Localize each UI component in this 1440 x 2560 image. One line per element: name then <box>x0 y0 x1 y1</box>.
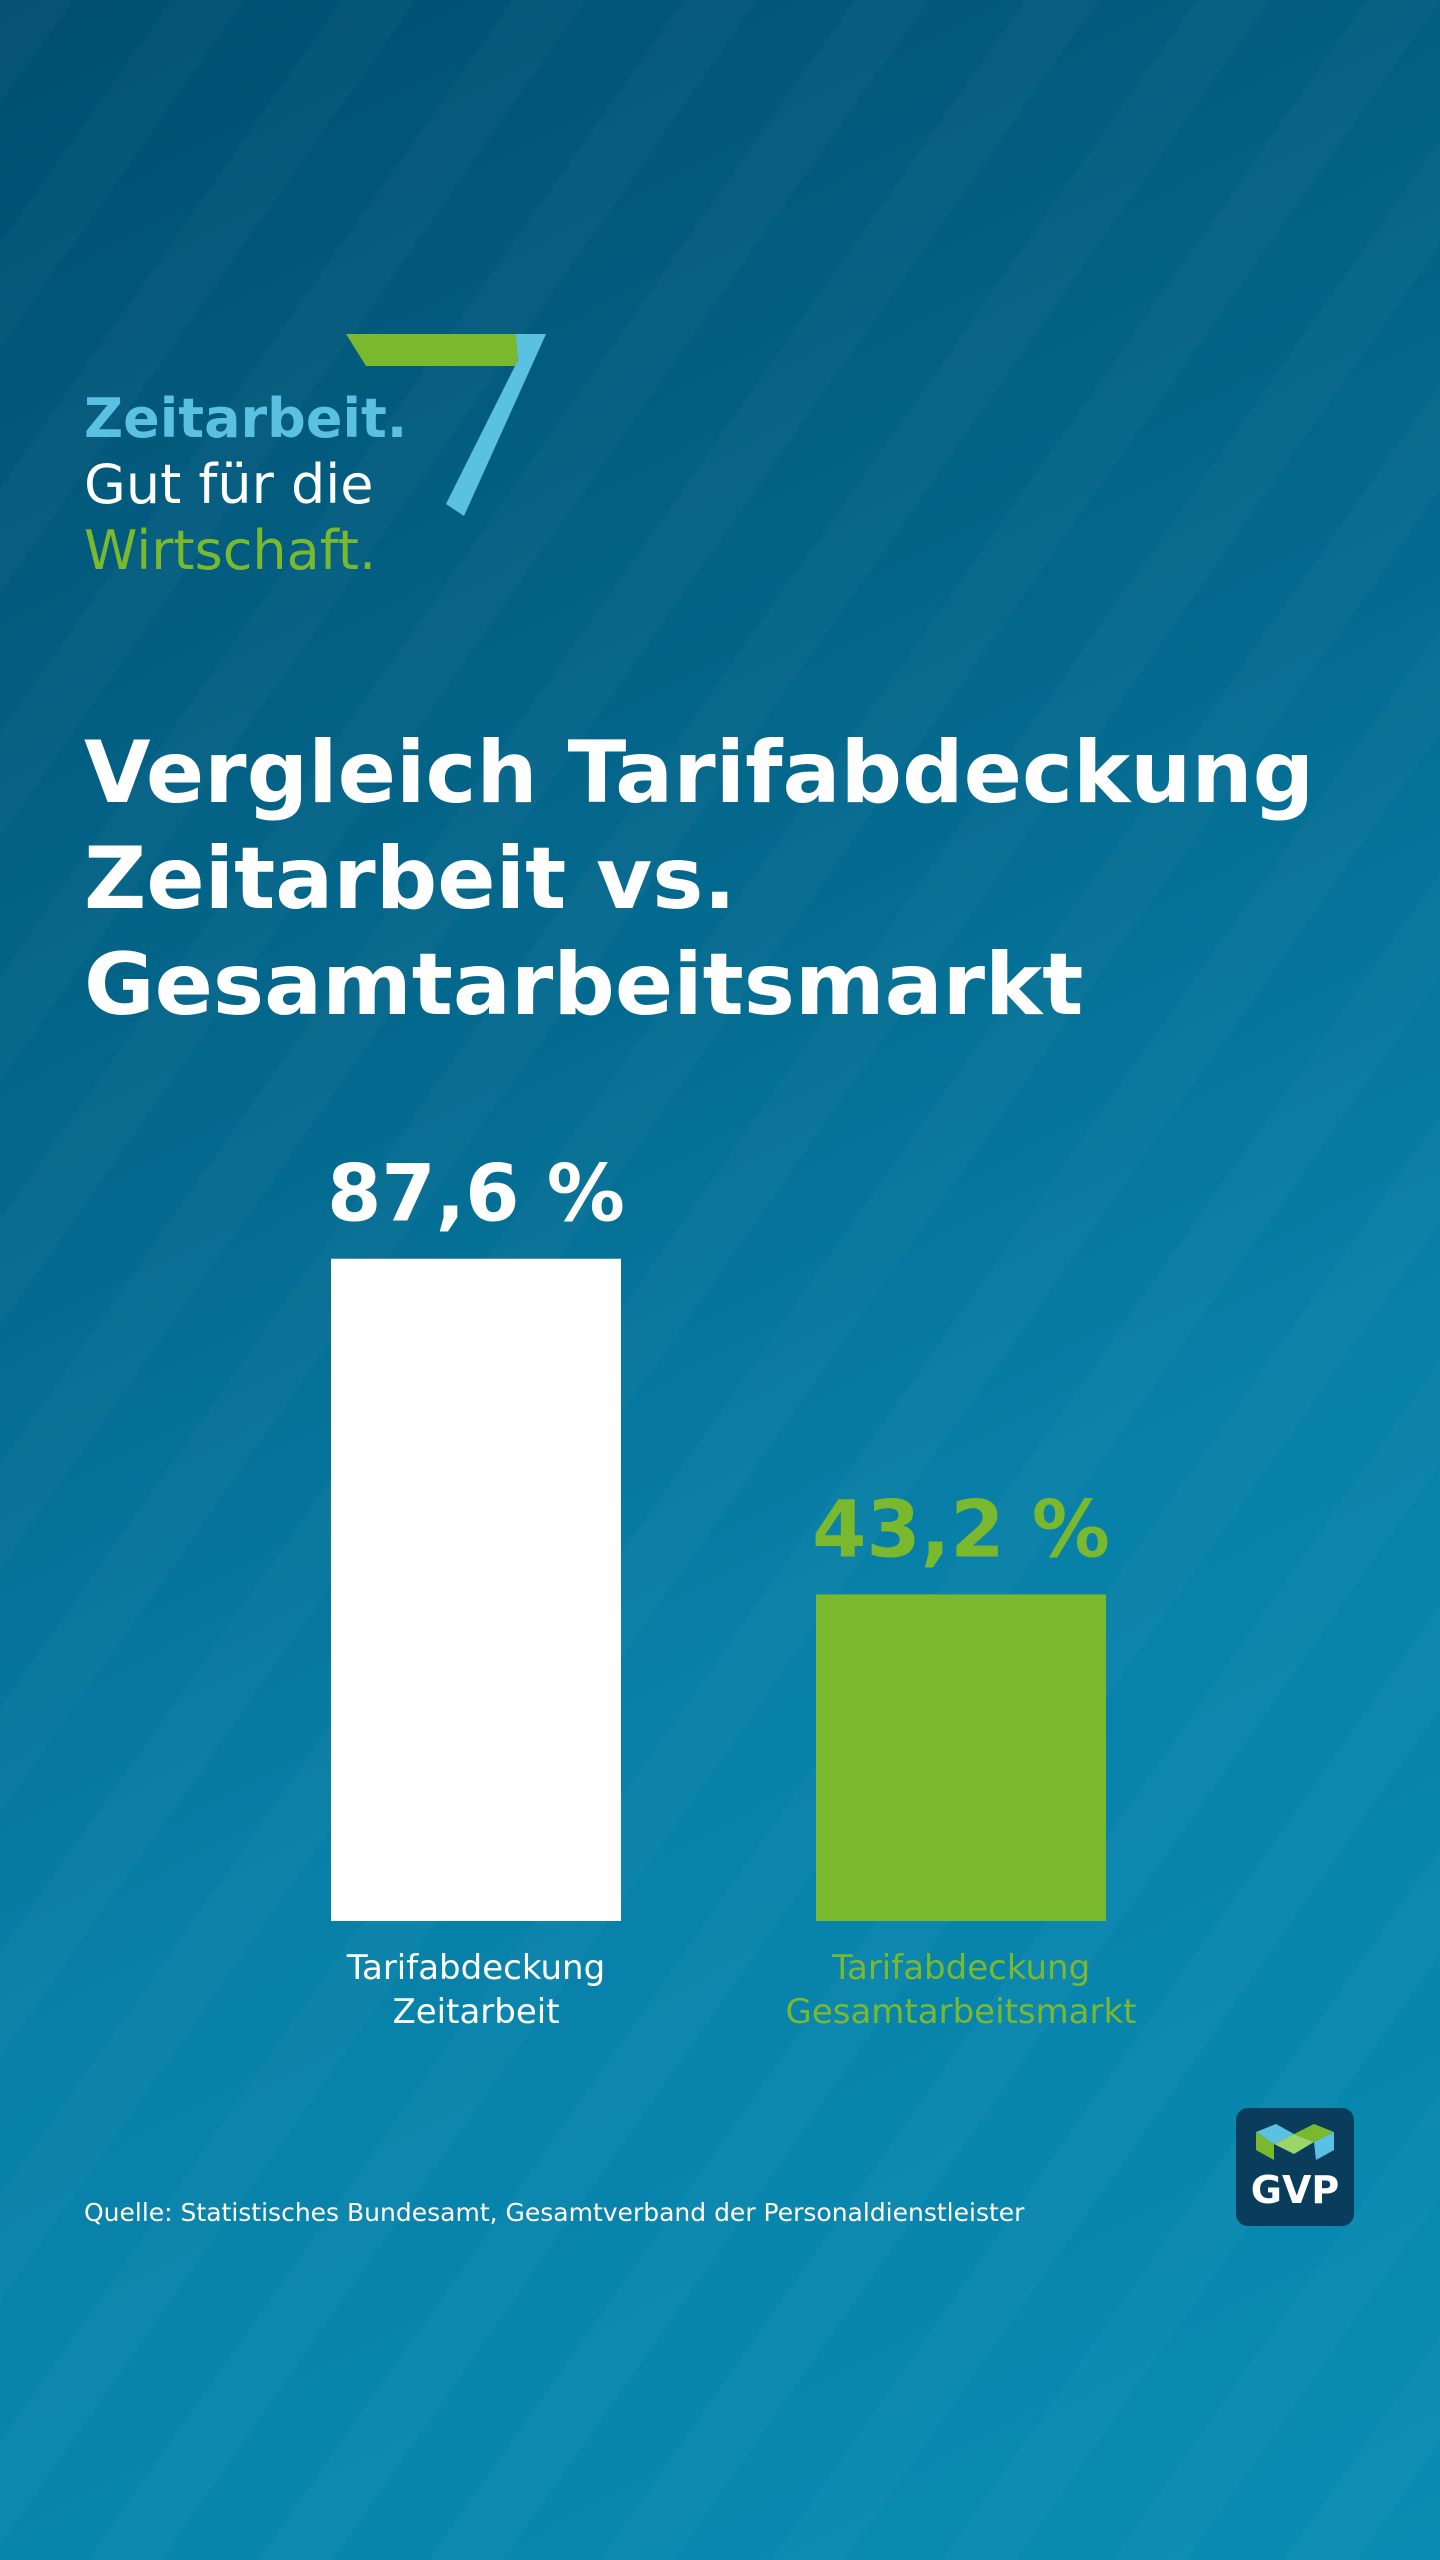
bar-2 <box>816 1594 1106 1921</box>
source-note: Quelle: Statistisches Bundesamt, Gesamtv… <box>84 2198 1025 2227</box>
logo-line-gut-fuer-die: Gut für die <box>84 453 374 516</box>
seven-logo-icon <box>346 334 546 516</box>
page-title: Vergleich Tarifabdeckung Zeitarbeit vs. … <box>84 720 1384 1038</box>
data-label-2: 43,2 % <box>812 1485 1110 1575</box>
category-label-2-line-1: Tarifabdeckung <box>831 1948 1090 1988</box>
title-line-3: Gesamtarbeitsmarkt <box>84 935 1084 1035</box>
title-line-1: Vergleich Tarifabdeckung <box>84 723 1315 823</box>
bar-1 <box>331 1258 621 1921</box>
logo-line-wirtschaft: Wirtschaft. <box>84 519 377 582</box>
category-label-1-line-2: Zeitarbeit <box>392 1992 559 2032</box>
category-label-1-line-1: Tarifabdeckung <box>346 1948 605 1988</box>
title-line-2: Zeitarbeit vs. <box>84 829 737 929</box>
gvp-logo-text: GVP <box>1250 2168 1340 2212</box>
campaign-logo: Zeitarbeit. Gut für die Wirtschaft. <box>84 330 564 590</box>
category-label-2-line-2: Gesamtarbeitsmarkt <box>785 1992 1136 2032</box>
gvp-logo-icon <box>1256 2124 1334 2160</box>
logo-line-zeitarbeit: Zeitarbeit. <box>84 387 408 450</box>
gvp-logo: GVP <box>1236 2108 1354 2226</box>
data-label-1: 87,6 % <box>327 1150 625 1240</box>
